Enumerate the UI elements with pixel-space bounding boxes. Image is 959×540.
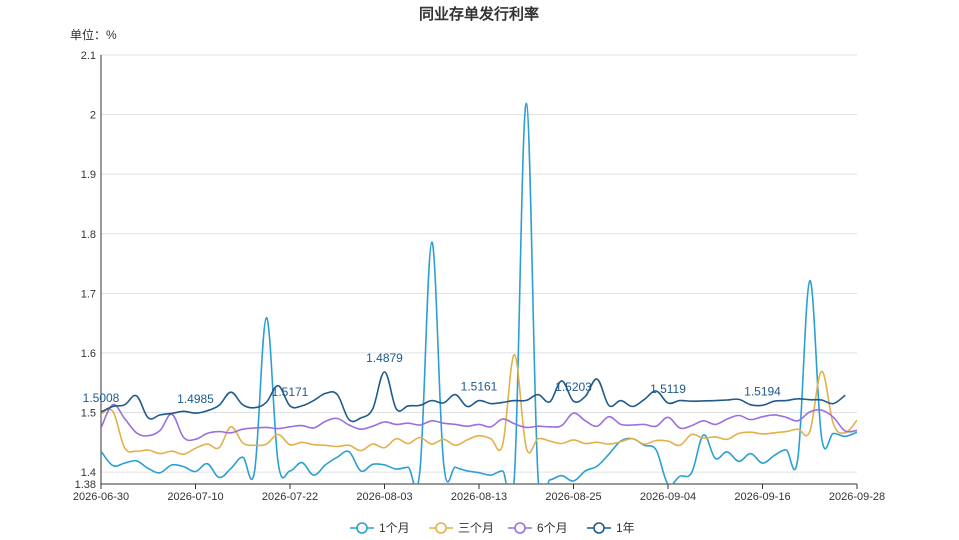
legend-item[interactable]: 1年 [587, 521, 635, 535]
data-label: 1.5203 [555, 380, 592, 394]
legend-label: 6个月 [537, 521, 568, 535]
series-line-2 [101, 353, 857, 456]
legend[interactable]: 1个月 三个月 6个月 1年 [350, 521, 635, 535]
x-tick-label: 2026-08-03 [356, 491, 412, 503]
chart-title: 同业存单发行利率 [419, 5, 539, 23]
series-line-4 [101, 371, 846, 423]
data-label: 1.5008 [83, 391, 120, 405]
data-label: 1.5171 [272, 385, 309, 399]
x-tick-label: 2026-07-22 [262, 491, 318, 503]
y-tick-label: 1.8 [81, 229, 96, 241]
legend-item[interactable]: 三个月 [429, 521, 494, 535]
axes: 1.381.4 1.5 1.6 1.7 1.8 1.9 2 2.1 2026-06-30 2026… [73, 50, 885, 503]
y-tick-label: 2 [90, 110, 96, 122]
x-tick-label: 2026-09-16 [734, 491, 790, 503]
data-label: 1.5214 [839, 0, 876, 3]
unit-label: 单位：% [70, 27, 117, 42]
data-label: 1.5119 [650, 382, 686, 396]
y-tick-label: 1.38 [75, 479, 96, 491]
x-tick-label: 2026-08-25 [545, 491, 601, 503]
series-line-1 [101, 102, 857, 484]
y-tick-label: 2.1 [81, 50, 96, 62]
data-label: 1.4879 [366, 351, 403, 365]
data-label: 1.5194 [744, 384, 781, 398]
legend-marker [593, 522, 605, 534]
y-tick-label: 1.4 [81, 467, 96, 479]
legend-label: 三个月 [458, 521, 494, 535]
data-label: 1.5161 [461, 380, 498, 394]
legend-label: 1年 [616, 521, 635, 535]
legend-item[interactable]: 1个月 [350, 521, 410, 535]
series-line-3 [101, 403, 857, 442]
x-tick-label: 2026-09-04 [640, 491, 696, 503]
y-tick-label: 1.6 [81, 348, 96, 360]
legend-marker [435, 522, 447, 534]
x-tick-label: 2026-08-13 [451, 491, 507, 503]
x-tick-label: 2026-06-30 [73, 491, 129, 503]
y-tick-label: 1.5 [81, 408, 96, 420]
x-tick-label: 2026-09-28 [829, 491, 885, 503]
x-tick-label: 2026-07-10 [167, 491, 223, 503]
y-tick-label: 1.7 [81, 288, 96, 300]
legend-item[interactable]: 6个月 [508, 521, 568, 535]
series-lines [101, 102, 857, 484]
legend-marker [514, 522, 526, 534]
data-labels: 1.5008 1.4985 1.5171 1.4879 1.5161 1.5203 1.51… [83, 0, 876, 406]
gridlines [101, 54, 857, 473]
y-tick-label: 1.9 [81, 169, 96, 181]
legend-marker [356, 522, 368, 534]
data-label: 1.4985 [177, 392, 214, 406]
legend-label: 1个月 [379, 521, 410, 535]
